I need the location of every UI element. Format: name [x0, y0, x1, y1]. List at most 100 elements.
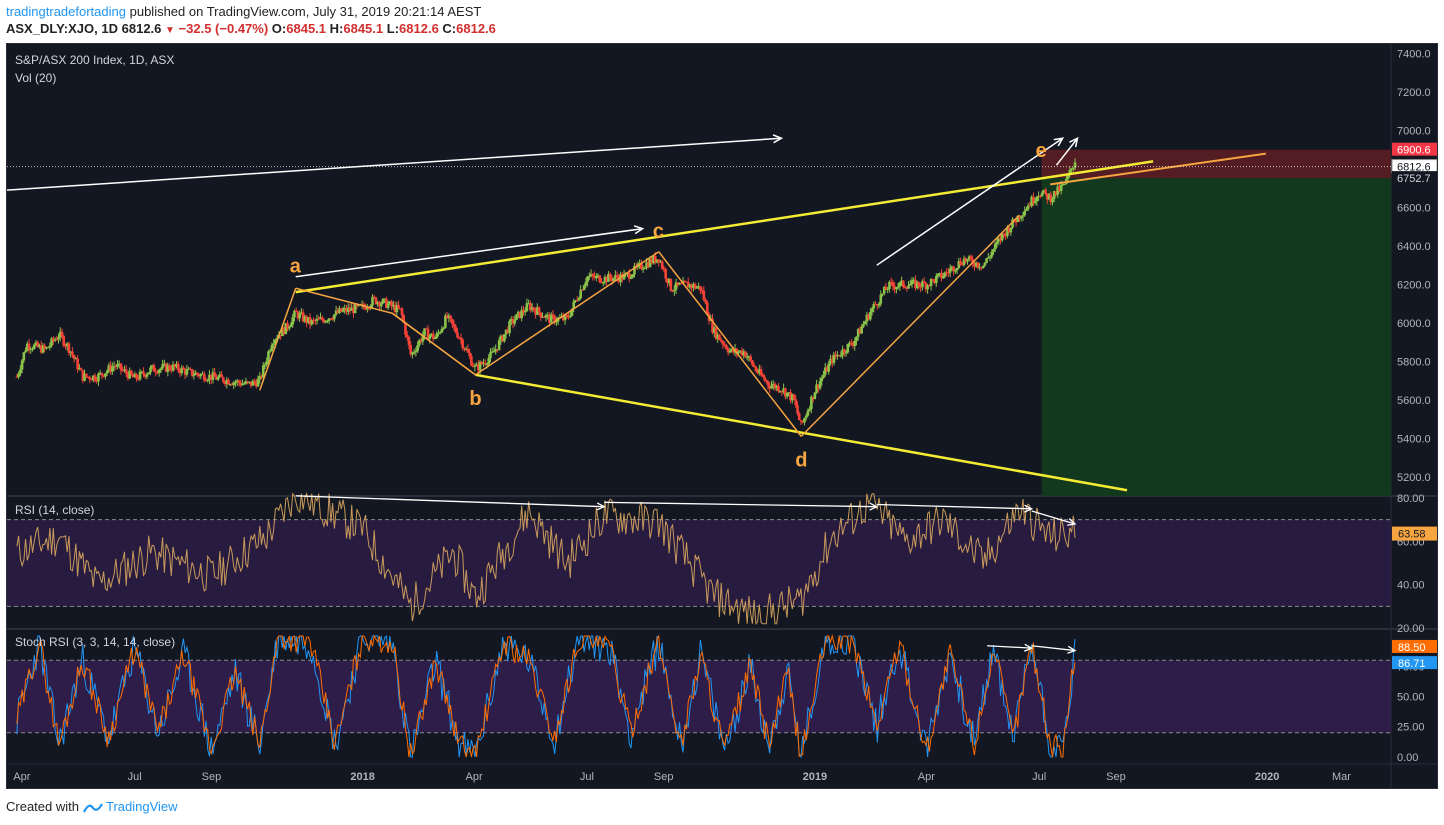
candle-body: [1063, 183, 1066, 185]
time-tick: Sep: [202, 771, 222, 783]
candle-body: [600, 282, 603, 284]
candle-body: [310, 320, 314, 325]
candle-body: [692, 284, 695, 288]
candle-body: [260, 376, 263, 378]
candle-body: [355, 304, 359, 306]
candle-body: [53, 339, 57, 341]
candle-body: [822, 374, 825, 378]
candle-body: [65, 343, 69, 347]
candle-body: [26, 343, 29, 351]
candle-body: [284, 323, 288, 335]
candle-body: [116, 364, 119, 367]
candle-body: [785, 392, 789, 397]
candle-body: [945, 272, 948, 274]
candle-body: [575, 300, 579, 302]
candle-body: [565, 315, 569, 317]
candle-body: [121, 369, 125, 371]
candle-body: [711, 318, 714, 333]
candle-body: [494, 349, 497, 352]
candle-body: [19, 369, 22, 374]
candle-body: [485, 363, 489, 365]
candle-body: [1026, 205, 1030, 209]
candle-body: [178, 370, 182, 374]
candle-body: [187, 368, 190, 370]
trend-arrow: [295, 227, 643, 278]
candle-body: [444, 315, 447, 328]
rsi-tick: 20.00: [1397, 623, 1425, 635]
candle-body: [676, 282, 680, 285]
candle-body: [36, 342, 40, 347]
candle-body: [1021, 215, 1025, 217]
candle-body: [596, 275, 600, 277]
arrow-head: [1024, 504, 1034, 513]
candle-body: [202, 373, 206, 381]
candle-body: [737, 351, 740, 354]
candle-body: [343, 307, 347, 310]
upper-trendline-extension: [1050, 152, 1266, 186]
candle-body: [324, 320, 327, 323]
candle-body: [849, 342, 853, 345]
chart-svg[interactable]: a b c d e S&P/ASX 200 Index, 1D, ASX Vol (20) 7…: [7, 44, 1437, 788]
candle-body: [789, 392, 792, 401]
candle-body: [416, 345, 419, 352]
candle-body: [371, 296, 374, 306]
candle-body: [404, 322, 407, 335]
candle-body: [1014, 221, 1018, 223]
tradingview-link[interactable]: TradingView: [106, 799, 178, 814]
candle-body: [497, 340, 501, 350]
candle-body: [645, 262, 648, 268]
candle-body: [1045, 193, 1049, 200]
candle-body: [577, 298, 581, 301]
candle-body: [32, 344, 36, 349]
candle-body: [201, 373, 204, 375]
candle-body: [348, 307, 352, 311]
candle-body: [95, 380, 99, 382]
candle-body: [449, 315, 452, 319]
candle-body: [548, 314, 551, 323]
candle-body: [104, 373, 107, 377]
candle-body: [341, 309, 345, 312]
candle-body: [1040, 192, 1044, 197]
candle-body: [546, 314, 550, 316]
target-zone: [1041, 178, 1391, 497]
candle-body: [137, 378, 140, 380]
candle-body: [553, 315, 556, 323]
candle-body: [981, 265, 985, 268]
candle-body: [411, 352, 414, 355]
candle-body: [988, 256, 992, 258]
candle-body: [629, 277, 633, 279]
stoch-tick: 25.00: [1397, 722, 1425, 734]
candle-body: [159, 368, 163, 370]
candle-body: [239, 382, 242, 386]
close-value: 6812.6: [456, 21, 496, 36]
candle-body: [520, 309, 523, 319]
author-link[interactable]: tradingtradefortading: [6, 4, 126, 19]
candle-body: [843, 349, 846, 353]
candle-body: [509, 318, 513, 322]
candle-body: [664, 269, 667, 279]
candle-body: [588, 276, 591, 278]
candle-body: [74, 358, 78, 360]
candle-body: [286, 323, 289, 329]
candle-body: [117, 363, 121, 365]
candle-body: [418, 340, 421, 346]
candle-body: [851, 344, 855, 346]
candle-body: [756, 371, 759, 374]
candle-body: [943, 272, 947, 277]
chart-canvas[interactable]: a b c d e S&P/ASX 200 Index, 1D, ASX Vol (20) 7…: [6, 43, 1438, 789]
candle-body: [90, 379, 93, 381]
candle-body: [567, 316, 570, 318]
candle-body: [948, 268, 952, 273]
candle-body: [723, 344, 726, 346]
candle-body: [796, 405, 799, 414]
candle-body: [338, 308, 341, 313]
candle-body: [657, 259, 661, 262]
candle-body: [747, 356, 751, 358]
tradingview-logo-icon[interactable]: [82, 802, 103, 813]
candle-body: [719, 339, 723, 342]
price-tick: 5200.0: [1397, 472, 1431, 484]
candle-body: [147, 372, 151, 375]
candle-body: [627, 272, 631, 279]
candle-body: [301, 312, 305, 322]
candle-body: [397, 305, 400, 309]
